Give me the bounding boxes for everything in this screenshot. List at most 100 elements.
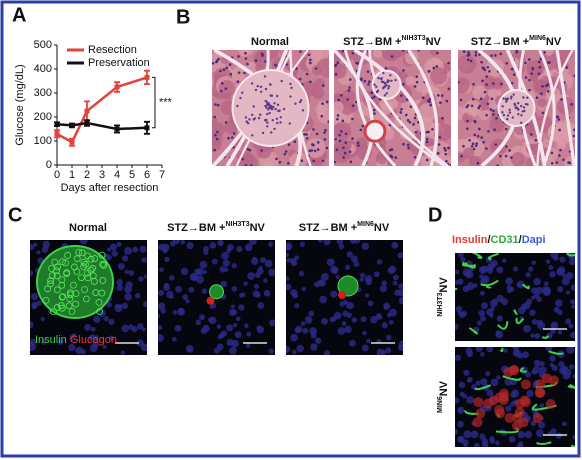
islet-nucleus	[272, 105, 275, 109]
islet-nucleus	[280, 79, 283, 83]
insulin-cell	[534, 387, 545, 398]
nucleus	[278, 160, 282, 164]
dapi-nucleus	[557, 286, 564, 293]
label-part: /	[487, 234, 490, 246]
nucleus	[315, 132, 319, 136]
glucagon	[206, 296, 215, 305]
nucleus	[390, 55, 394, 58]
dapi-nucleus	[339, 301, 346, 307]
nucleus	[548, 61, 551, 64]
dapi-nucleus	[549, 271, 556, 278]
nucleus	[488, 70, 491, 73]
dapi-nucleus	[551, 364, 558, 372]
islet-nucleus	[522, 106, 526, 109]
dapi-nucleus	[475, 380, 481, 386]
dapi-nucleus	[120, 350, 126, 355]
dapi-nucleus	[458, 381, 466, 389]
dapi-nucleus	[569, 299, 575, 305]
dapi-nucleus	[504, 377, 513, 386]
dapi-nucleus	[480, 315, 487, 322]
cell	[334, 101, 344, 114]
dapi-nucleus	[398, 340, 403, 349]
dapi-nucleus	[93, 315, 101, 323]
dapi-nucleus	[503, 348, 508, 353]
dapi-nucleus	[89, 344, 98, 352]
islet-nucleus	[298, 100, 302, 104]
nucleus	[351, 117, 354, 121]
dapi-nucleus	[486, 267, 494, 274]
significance-bracket	[152, 76, 156, 129]
y-tick-label: 0	[46, 159, 52, 171]
cell	[341, 89, 356, 104]
insulin-cell	[70, 281, 77, 289]
cell	[317, 100, 328, 112]
dapi-nucleus	[476, 320, 482, 326]
dapi-nucleus	[463, 430, 472, 439]
nucleus	[356, 141, 360, 145]
nucleus	[535, 96, 539, 99]
dapi-nucleus	[329, 316, 336, 323]
insulin-cell	[514, 407, 525, 418]
insulin-cluster	[337, 275, 359, 297]
insulin-cell	[495, 408, 506, 419]
dapi-nucleus	[530, 333, 535, 338]
y-tick-label: 300	[34, 87, 52, 99]
dapi-nucleus	[524, 430, 533, 439]
islet-nucleus	[299, 98, 303, 102]
dapi-nucleus	[346, 301, 354, 310]
nucleus	[230, 136, 234, 139]
insulin-cell	[475, 408, 486, 419]
dapi-nucleus	[455, 280, 460, 285]
nucleus	[444, 149, 447, 152]
dapi-nucleus	[475, 347, 483, 352]
cell	[334, 63, 347, 79]
dapi-nucleus	[321, 317, 328, 325]
nucleus	[417, 50, 421, 52]
point	[114, 126, 120, 132]
dapi-nucleus	[291, 349, 297, 355]
nucleus	[316, 141, 320, 144]
dapi-nucleus	[223, 267, 229, 272]
islet-nucleus	[257, 116, 261, 120]
dapi-nucleus	[68, 343, 76, 352]
islet-nucleus	[266, 108, 270, 111]
nucleus	[248, 148, 252, 152]
nucleus	[443, 146, 446, 150]
dapi-nucleus	[397, 252, 403, 259]
dapi-nucleus	[491, 259, 498, 267]
insulin-cell	[498, 392, 509, 403]
label-part: NV	[438, 380, 450, 396]
nucleus	[537, 72, 541, 75]
islet-nucleus	[264, 104, 267, 108]
nucleus	[470, 145, 474, 148]
dapi-nucleus	[562, 421, 567, 427]
dapi-nucleus	[559, 256, 566, 263]
dapi-nucleus	[535, 429, 544, 438]
nucleus	[349, 78, 352, 81]
dapi-nucleus	[496, 315, 503, 322]
nucleus	[413, 155, 417, 159]
islet-nucleus	[513, 102, 516, 106]
label-part: Dapi	[522, 234, 546, 246]
panel-letter: A	[12, 4, 26, 26]
dapi-nucleus	[217, 334, 223, 340]
nucleus	[466, 54, 470, 57]
dapi-nucleus	[286, 252, 290, 258]
nucleus	[236, 80, 240, 83]
cell	[230, 66, 246, 82]
dapi-nucleus	[335, 274, 340, 280]
dapi-nucleus	[505, 405, 512, 412]
nucleus	[220, 82, 224, 85]
dapi-nucleus	[41, 246, 49, 254]
dapi-nucleus	[365, 293, 370, 298]
x-tick-label: 0	[54, 169, 60, 181]
nucleus	[275, 157, 278, 161]
nucleus	[215, 137, 219, 141]
nucleus	[421, 96, 425, 100]
islet-nucleus	[268, 83, 272, 86]
islet-nucleus	[510, 95, 513, 98]
nucleus	[232, 132, 236, 135]
dapi-nucleus	[220, 330, 228, 337]
nucleus	[490, 54, 493, 57]
dapi-nucleus	[554, 299, 563, 307]
